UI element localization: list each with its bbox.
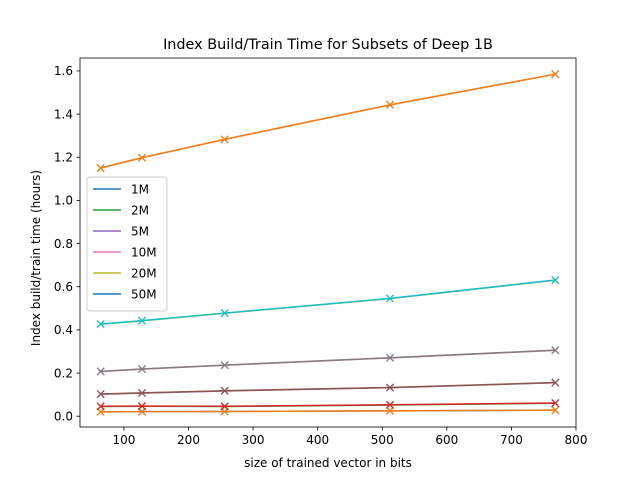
data-point (96, 389, 105, 399)
legend: 1M 2M 5M 10M 20M 50M (86, 176, 168, 312)
y-axis-label: Index build/train time (hours) (29, 170, 43, 346)
data-point (385, 383, 395, 392)
data-series (96, 406, 560, 416)
series-line (100, 409, 556, 413)
series-line (100, 349, 556, 373)
y-tick-label: 0.6 (54, 280, 73, 294)
legend-label: 20M (131, 267, 157, 281)
y-tick-label: 1.4 (54, 107, 73, 121)
data-point (551, 70, 560, 79)
data-point (385, 406, 395, 415)
data-point (220, 386, 229, 395)
legend-label: 10M (131, 246, 157, 260)
data-point (551, 276, 560, 285)
data-series (96, 346, 560, 376)
series-line (100, 73, 556, 169)
series-line (100, 279, 556, 325)
data-point (551, 399, 560, 408)
data-point (385, 353, 395, 362)
x-tick-label: 400 (306, 433, 329, 447)
data-point (137, 388, 147, 397)
y-tick-label: 1.0 (54, 194, 73, 208)
data-series (96, 70, 560, 173)
data-point (220, 309, 229, 318)
data-series (96, 276, 560, 329)
data-point (220, 361, 229, 370)
data-point (385, 400, 395, 409)
data-point (137, 402, 147, 411)
axes-frame (79, 57, 577, 428)
x-tick-label: 800 (565, 433, 588, 447)
data-point (137, 316, 147, 325)
data-point (96, 402, 105, 411)
y-tick-label: 0.4 (54, 323, 73, 337)
series-line (100, 381, 556, 395)
data-series (96, 378, 560, 399)
data-point (551, 378, 560, 387)
data-point (96, 320, 105, 329)
data-point (551, 406, 560, 415)
x-tick-label: 100 (112, 433, 135, 447)
x-tick-label: 500 (371, 433, 394, 447)
data-point (137, 153, 147, 162)
data-point (137, 364, 147, 373)
legend-label: 5M (131, 225, 149, 239)
legend-label: 1M (131, 183, 149, 197)
data-point (220, 135, 229, 144)
series-line (100, 73, 556, 169)
data-point (96, 164, 105, 173)
y-tick-label: 0.0 (54, 409, 73, 423)
data-series (96, 399, 560, 411)
x-tick-label: 300 (242, 433, 265, 447)
data-point (551, 346, 560, 355)
data-point (385, 294, 395, 303)
data-point (220, 402, 229, 411)
y-tick-label: 1.2 (54, 150, 73, 164)
x-tick-label: 200 (177, 433, 200, 447)
y-tick-label: 0.8 (54, 237, 73, 251)
legend-label: 50M (131, 288, 157, 302)
data-point (385, 100, 395, 109)
y-tick-label: 1.6 (54, 64, 73, 78)
x-tick-label: 600 (435, 433, 458, 447)
x-axis-label: size of trained vector in bits (244, 456, 412, 470)
plot-area: 100 200 300 400 500 600 700 800 0.0 0.2 0.4 0.6 0.8 1… (54, 57, 588, 447)
chart-title: Index Build/Train Time for Subsets of De… (163, 37, 493, 53)
y-tick-label: 0.2 (54, 366, 73, 380)
x-tick-label: 700 (500, 433, 523, 447)
legend-label: 2M (131, 204, 149, 218)
data-point (96, 367, 105, 376)
